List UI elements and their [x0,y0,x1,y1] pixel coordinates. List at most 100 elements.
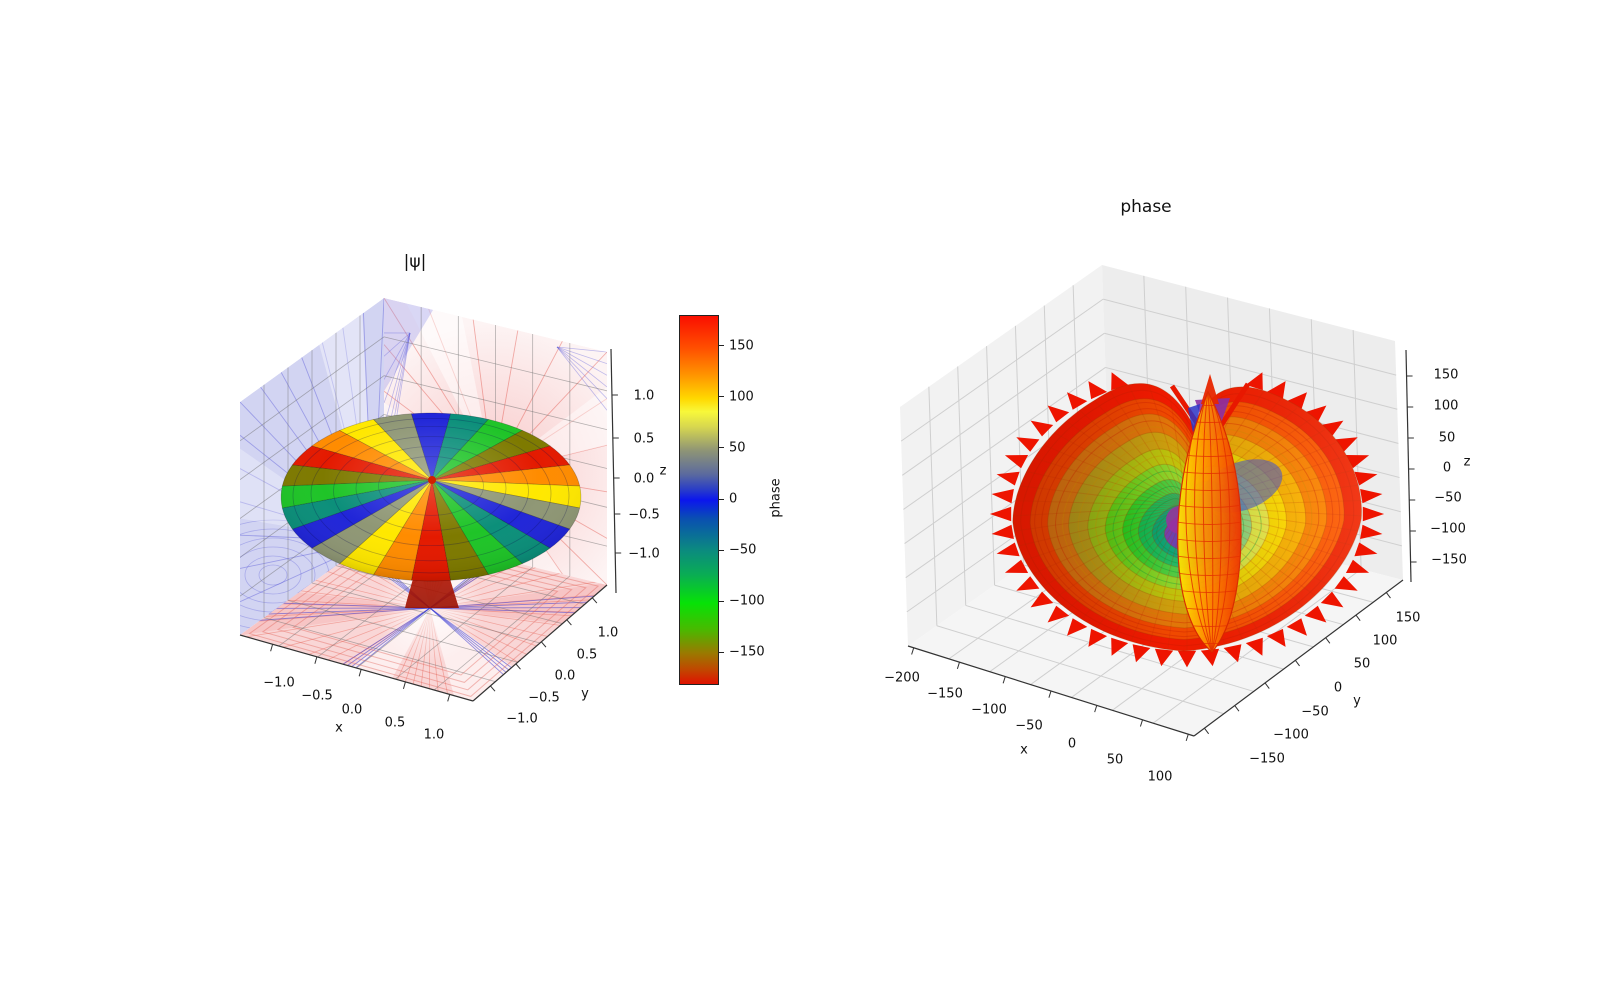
x-tick-mark [1002,676,1006,684]
z-axis-line [1405,349,1412,583]
pane-grid-line [433,575,571,691]
y-tick-label: 1.0 [598,626,619,641]
x-axis-line [239,634,474,702]
colorbar-tick-label: 50 [729,440,746,456]
rim-spike [1030,420,1054,437]
y-tick-label: −0.5 [528,691,560,706]
y-axis-label: y [581,687,589,702]
contour-arc-blue [258,564,288,586]
x-tick-mark [956,662,960,670]
y-axis-line [472,584,608,702]
y-tick-mark [540,641,547,648]
rim-spike [1304,605,1327,623]
z-axis-line [610,348,617,594]
pane-grid-line [1103,298,1397,376]
colorbar-tick-label: 100 [729,389,754,405]
contour-line-blue [556,346,607,388]
x-tick-label: 0.5 [385,716,406,731]
y-tick-mark [1264,682,1270,689]
pane-grid-line [986,346,996,586]
torus-shading [281,413,581,581]
left-wall-fill [900,265,1110,646]
y-tick-label: −50 [1301,705,1328,720]
pane-grid-line [936,625,1225,715]
rim-spike [1354,542,1378,557]
colorbar-tick-mark [719,447,724,449]
contour-line-blue [384,332,411,380]
z-tick-label: 100 [1434,399,1459,414]
rim-spike [1088,628,1108,647]
x-tick-label: 100 [1148,770,1173,785]
y-tick-label: 0.0 [555,669,576,684]
spindle-meridian [1202,392,1213,652]
colorbar-tick-label: −50 [729,542,757,558]
x-tick-label: −1.0 [263,676,295,691]
y-tick-mark [1294,660,1300,667]
floor-star-spoke-blue [240,607,431,618]
right-axes: −200−150−100−50050100150100500−50−100−15… [884,349,1471,785]
rim-spike [1286,392,1307,410]
torus-surface [280,412,582,582]
rim-spike [1345,455,1370,469]
z-axis-label: z [660,464,667,479]
floor-star-spoke-blue [429,598,607,609]
spindle-meridian [1207,392,1231,652]
spindle-top-spike [1201,374,1219,404]
y-tick-mark [1385,592,1391,599]
x-tick-mark [1185,734,1189,742]
y-tick-label: −100 [1273,728,1309,743]
rim-spike [1132,644,1151,663]
rim-spike [1320,420,1344,437]
x-tick-mark [402,681,406,689]
contour-line-blue [384,332,411,357]
pane-grid-line [928,386,938,626]
x-tick-mark [270,644,274,652]
rim-spike [996,471,1020,486]
rim-spike [1047,405,1070,423]
rim-spike [1360,524,1383,539]
x-tick-mark [314,656,318,664]
y-tick-mark [515,663,521,670]
z-tick-label: −1.0 [628,547,660,562]
z-tick-label: −100 [1430,522,1466,537]
colorbar-tick-label: −100 [729,593,765,609]
rim-spike [1362,506,1385,522]
left-axes: −1.0−0.50.00.51.0−1.0−0.50.00.51.01.00.5… [239,348,667,743]
rim-spike [1154,648,1174,667]
floor-star-spoke-blue [240,600,431,609]
rim-spike [1320,591,1344,608]
rim-spike [1004,559,1029,573]
x-tick-mark [358,669,362,677]
z-tick-label: 0.5 [634,432,655,447]
colorbar-tick-label: 0 [729,491,738,507]
floor-star-spoke-blue [429,607,607,616]
contour-line-blue [384,332,411,427]
z-axis-label: z [1464,455,1471,470]
floor-star-spoke-blue [429,590,607,609]
rim-spike [1004,455,1029,469]
colorbar-tick-mark [719,651,724,653]
x-tick-label: 50 [1107,753,1124,768]
x-tick-mark [1048,690,1052,698]
z-tick-label: −0.5 [628,508,660,523]
spindle-meridian [1194,392,1213,652]
rim-spike [1286,618,1307,636]
x-tick-mark [1094,705,1098,713]
pane-grid-line [1352,330,1362,570]
y-tick-mark [1234,705,1240,712]
y-tick-label: −150 [1249,752,1285,767]
rim-spike [1245,372,1263,391]
contour-ring-red [248,534,600,697]
y-tick-mark [490,685,496,692]
z-tick-label: −150 [1431,553,1467,568]
rim-spike [1030,591,1054,608]
y-tick-label: −1.0 [506,712,538,727]
y-axis-line [1193,579,1404,737]
x-tick-label: 0.0 [342,703,363,718]
rim-spike [1067,618,1088,636]
y-tick-mark [591,597,598,604]
rim-spike [1111,372,1129,391]
x-axis-label: x [1020,743,1028,758]
pane-grid-line [900,298,1104,442]
